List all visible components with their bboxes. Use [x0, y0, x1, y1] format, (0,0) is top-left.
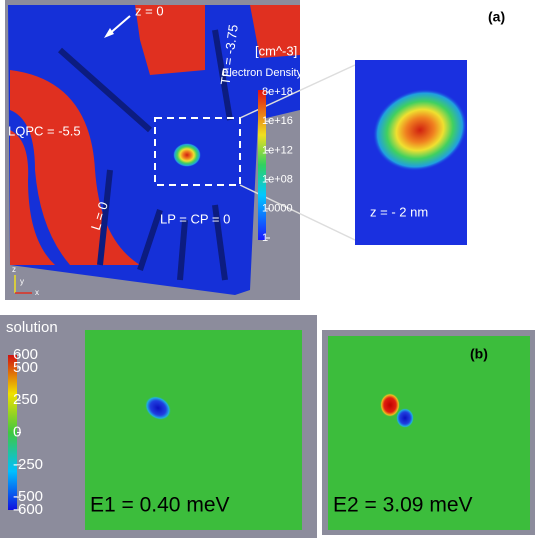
tick-label: 500	[13, 359, 38, 376]
tick-label: 1e+08	[262, 174, 293, 186]
annotation: LP = CP = 0	[160, 211, 230, 226]
axis-label: x	[35, 288, 39, 297]
annotation: LQPC = -5.5	[8, 123, 81, 138]
tick-label: 0	[13, 423, 21, 440]
colorbar-title: solution	[6, 319, 58, 336]
tick-label: 1e+12	[262, 144, 293, 156]
colorbar	[258, 90, 266, 240]
wavefunction	[396, 408, 414, 428]
annotation: z = 0	[135, 3, 164, 18]
tick-label: 8e+18	[262, 86, 293, 98]
tick-label: 250	[13, 391, 38, 408]
tick-label: 10000	[262, 203, 293, 215]
figure: [cm^-3] Electron Density 8e+181e+161e+12…	[0, 0, 539, 538]
panel-label: (a)	[488, 9, 505, 25]
tick-label: 1e+16	[262, 115, 293, 127]
wavefunction	[380, 393, 400, 417]
axis-label: z	[12, 265, 16, 274]
caption: E1 = 0.40 meV	[90, 494, 230, 517]
electron-density	[173, 143, 201, 167]
axis-label: y	[20, 277, 24, 286]
tick-label: -600	[13, 501, 43, 518]
caption: E2 = 3.09 meV	[333, 494, 473, 517]
tick-label: -250	[13, 456, 43, 473]
annotation: z = - 2 nm	[370, 204, 428, 219]
colorbar-unit: [cm^-3]	[255, 43, 297, 58]
tick-label: 1	[262, 232, 268, 244]
panel-label: (b)	[470, 346, 488, 362]
